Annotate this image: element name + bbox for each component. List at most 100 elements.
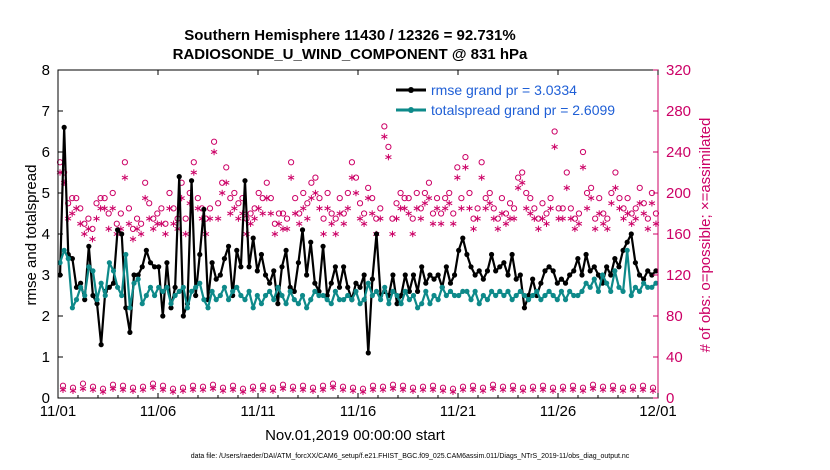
rmse-point [168, 305, 174, 311]
obs-possible-point [571, 215, 578, 222]
obs-assimilated-point [381, 133, 388, 140]
totalspread-point [390, 288, 396, 294]
data-layer [56, 123, 660, 396]
rmse-point [369, 276, 375, 282]
obs-assimilated-point [141, 194, 149, 202]
obs-possible-point [182, 215, 189, 222]
totalspread-point [308, 297, 314, 303]
totalspread-point [291, 297, 297, 303]
rmse-point [291, 288, 297, 294]
totalspread-point [402, 288, 408, 294]
totalspread-point [98, 280, 104, 286]
obs-assimilated-point [89, 235, 96, 243]
obs-possible-point [377, 205, 384, 212]
rmse-point [143, 247, 149, 253]
rmse-point [180, 313, 186, 319]
obs-assimilated-low-point [479, 387, 487, 395]
rmse-point [587, 268, 593, 274]
totalspread-point [361, 297, 367, 303]
rmse-point [131, 272, 137, 278]
obs-assimilated-point [385, 153, 392, 161]
obs-assimilated-low-point [169, 388, 177, 396]
obs-possible-point [409, 215, 416, 222]
obs-assimilated-low-point [609, 386, 617, 393]
totalspread-point [176, 288, 182, 294]
totalspread-point [184, 305, 191, 311]
obs-assimilated-point [125, 220, 133, 227]
obs-assimilated-point [636, 200, 643, 207]
totalspread-point [332, 288, 338, 294]
obs-assimilated-point [77, 220, 84, 227]
rmse-point [254, 268, 260, 274]
totalspread-point [525, 297, 532, 303]
obs-assimilated-low-point [499, 386, 507, 393]
obs-assimilated-point [348, 174, 356, 181]
obs-assimilated-point [73, 205, 80, 212]
obs-assimilated-point [336, 210, 343, 217]
obs-possible-point [316, 195, 323, 202]
obs-possible-point [393, 200, 400, 207]
totalspread-point [312, 288, 318, 294]
obs-assimilated-point [133, 225, 141, 233]
rmse-point [628, 231, 634, 237]
rmse-point [193, 292, 199, 299]
obs-assimilated-point [612, 184, 619, 192]
axes-layer: 11/01 11/06 11/11 11/16 11/21 11/26 12/0101234… [40, 62, 691, 420]
obs-assimilated-point [604, 225, 611, 233]
obs-possible-point [255, 189, 262, 197]
obs-possible-point [397, 189, 404, 197]
totalspread-point [139, 301, 145, 307]
totalspread-point [341, 297, 347, 303]
legend-rmse-marker [408, 87, 414, 93]
obs-assimilated-point [579, 164, 587, 171]
y2-tick-label: 80 [666, 308, 683, 325]
obs-possible-point [125, 205, 133, 212]
obs-possible-point [162, 220, 169, 227]
obs-assimilated-point [312, 189, 319, 197]
rmse-point [353, 280, 359, 286]
obs-assimilated-point [210, 148, 218, 156]
totalspread-point [542, 292, 548, 299]
obs-assimilated-point [648, 200, 656, 207]
totalspread-point [193, 284, 199, 290]
obs-assimilated-point [101, 205, 108, 212]
totalspread-point [127, 305, 133, 311]
y2-tick-label: 120 [666, 267, 691, 284]
obs-assimilated-point [137, 230, 145, 238]
y2-tick-label: 240 [666, 144, 691, 161]
obs-possible-point [288, 159, 295, 166]
totalspread-point [378, 297, 384, 303]
totalspread-point [575, 292, 581, 299]
obs-assimilated-point [551, 143, 558, 151]
rmse-point [250, 235, 256, 241]
obs-possible-point [604, 215, 611, 222]
totalspread-point [287, 288, 293, 294]
obs-assimilated-low-point [129, 387, 137, 395]
obs-assimilated-point [535, 225, 542, 233]
y-tick-label: 2 [42, 308, 50, 325]
rmse-point [530, 276, 536, 282]
rmse-point [394, 301, 400, 307]
rmse-point [69, 256, 75, 262]
rmse-point [406, 288, 412, 294]
totalspread-point [398, 301, 404, 307]
totalspread-point [353, 288, 359, 294]
obs-possible-point [340, 210, 347, 217]
obs-assimilated-point [283, 225, 291, 233]
obs-possible-point [190, 159, 197, 166]
obs-assimilated-point [304, 215, 311, 222]
totalspread-point [476, 301, 482, 307]
rmse-point [636, 272, 643, 278]
obs-possible-point [336, 195, 343, 202]
obs-assimilated-low-point [629, 386, 637, 393]
obs-assimilated-point [158, 220, 165, 227]
rmse-point [517, 272, 523, 278]
y-tick-label: 4 [42, 226, 50, 243]
rmse-point [332, 264, 338, 270]
legend: rmse grand pr = 3.0334 totalspread grand… [396, 82, 615, 118]
rmse-point [620, 247, 626, 253]
obs-assimilated-point [518, 179, 526, 186]
totalspread-point [641, 280, 647, 286]
totalspread-point [394, 292, 400, 299]
obs-assimilated-point [227, 210, 234, 217]
